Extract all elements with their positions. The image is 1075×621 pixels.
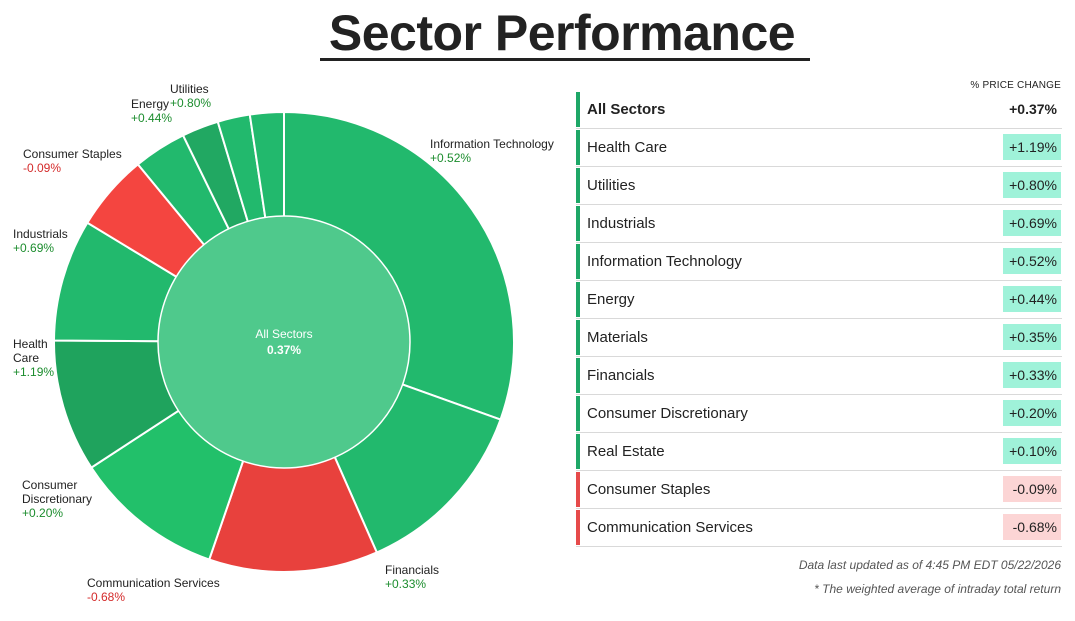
row-sector-name: Financials (587, 367, 655, 384)
row-indicator-bar (576, 168, 580, 203)
slice-name-line1: Consumer (22, 478, 78, 492)
slice-name: Utilities (170, 82, 209, 96)
row-sector-name: Utilities (587, 177, 636, 194)
row-price-change: +0.20% (1003, 400, 1061, 426)
label-utilities: Utilities +0.80% (170, 82, 211, 110)
row-sector-name: Information Technology (587, 253, 742, 270)
row-price-change: -0.68% (1003, 514, 1061, 540)
table-row[interactable]: All Sectors +0.37% (576, 91, 1062, 129)
label-information-technology: Information Technology +0.52% (430, 137, 554, 165)
slice-change: +1.19% (13, 365, 55, 379)
data-updated-note: Data last updated as of 4:45 PM EDT 05/2… (798, 558, 1061, 572)
row-price-change: +0.52% (1003, 248, 1061, 274)
row-sector-name: Consumer Staples (587, 481, 711, 498)
slice-name: Consumer Staples (23, 147, 122, 161)
slice-name: Energy (131, 97, 170, 111)
table-row[interactable]: Utilities +0.80% (576, 167, 1062, 205)
slice-name-line1: Health (13, 337, 48, 351)
sector-table: All Sectors +0.37% Health Care +1.19% Utilit… (576, 91, 1062, 547)
slice-change: +0.69% (13, 241, 55, 255)
slice-name: Financials (385, 563, 440, 577)
row-sector-name: Energy (587, 291, 635, 308)
slice-change: +0.52% (430, 151, 472, 165)
table-row[interactable]: Materials +0.35% (576, 319, 1062, 357)
center-value: 0.37% (267, 343, 301, 357)
slice-name: Communication Services (87, 576, 220, 590)
row-price-change: +0.10% (1003, 438, 1061, 464)
label-industrials: Industrials +0.69% (13, 227, 68, 255)
label-communication-services: Communication Services -0.68% (87, 576, 220, 604)
row-sector-name: Materials (587, 329, 648, 346)
row-indicator-bar (576, 434, 580, 469)
row-indicator-bar (576, 282, 580, 317)
row-sector-name: Real Estate (587, 443, 665, 460)
row-sector-name: Consumer Discretionary (587, 405, 748, 422)
table-row[interactable]: Consumer Staples -0.09% (576, 471, 1062, 509)
row-indicator-bar (576, 358, 580, 393)
row-price-change: -0.09% (1003, 476, 1061, 502)
label-health-care: Health Care +1.19% (13, 337, 54, 379)
center-label: All Sectors (255, 327, 312, 341)
table-row[interactable]: Financials +0.33% (576, 357, 1062, 395)
table-row[interactable]: Industrials +0.69% (576, 205, 1062, 243)
slice-change: +0.33% (385, 577, 427, 591)
label-consumer-staples: Consumer Staples -0.09% (23, 147, 122, 175)
slice-name: Information Technology (430, 137, 554, 151)
table-row[interactable]: Communication Services -0.68% (576, 509, 1062, 547)
row-indicator-bar (576, 92, 580, 127)
price-change-header: % PRICE CHANGE (970, 80, 1061, 91)
slice-change: +0.44% (131, 111, 173, 125)
slice-change: +0.80% (170, 96, 212, 110)
row-indicator-bar (576, 320, 580, 355)
table-row[interactable]: Real Estate +0.10% (576, 433, 1062, 471)
slice-name-line2: Discretionary (22, 492, 93, 506)
row-price-change: +0.35% (1003, 324, 1061, 350)
slice-name-line2: Care (13, 351, 40, 365)
row-indicator-bar (576, 510, 580, 545)
row-sector-name: All Sectors (587, 101, 666, 118)
label-consumer-discretionary: Consumer Discretionary +0.20% (22, 478, 92, 520)
slice-name: Industrials (13, 227, 68, 241)
row-indicator-bar (576, 244, 580, 279)
row-sector-name: Communication Services (587, 519, 753, 536)
row-indicator-bar (576, 472, 580, 507)
page-title: Sector Performance (328, 5, 796, 61)
table-row[interactable]: Consumer Discretionary +0.20% (576, 395, 1062, 433)
center-circle (157, 215, 411, 469)
row-price-change: +0.33% (1003, 362, 1061, 388)
weighted-average-note: * The weighted average of intraday total… (814, 582, 1061, 596)
row-price-change: +1.19% (1003, 134, 1061, 160)
slice-change: -0.09% (23, 161, 62, 175)
title-underline (320, 58, 810, 61)
label-energy: Energy +0.44% (131, 97, 172, 125)
slice-change: +0.20% (22, 506, 64, 520)
row-price-change: +0.69% (1003, 210, 1061, 236)
row-sector-name: Industrials (587, 215, 656, 232)
table-row[interactable]: Information Technology +0.52% (576, 243, 1062, 281)
row-indicator-bar (576, 396, 580, 431)
row-sector-name: Health Care (587, 139, 668, 156)
label-financials: Financials +0.33% (385, 563, 439, 591)
row-price-change: +0.37% (1009, 101, 1057, 117)
sector-donut-chart: All Sectors 0.37% (52, 110, 515, 573)
table-row[interactable]: Energy +0.44% (576, 281, 1062, 319)
slice-change: -0.68% (87, 590, 126, 604)
row-indicator-bar (576, 206, 580, 241)
row-indicator-bar (576, 130, 580, 165)
row-price-change: +0.80% (1003, 172, 1061, 198)
table-row[interactable]: Health Care +1.19% (576, 129, 1062, 167)
row-price-change: +0.44% (1003, 286, 1061, 312)
